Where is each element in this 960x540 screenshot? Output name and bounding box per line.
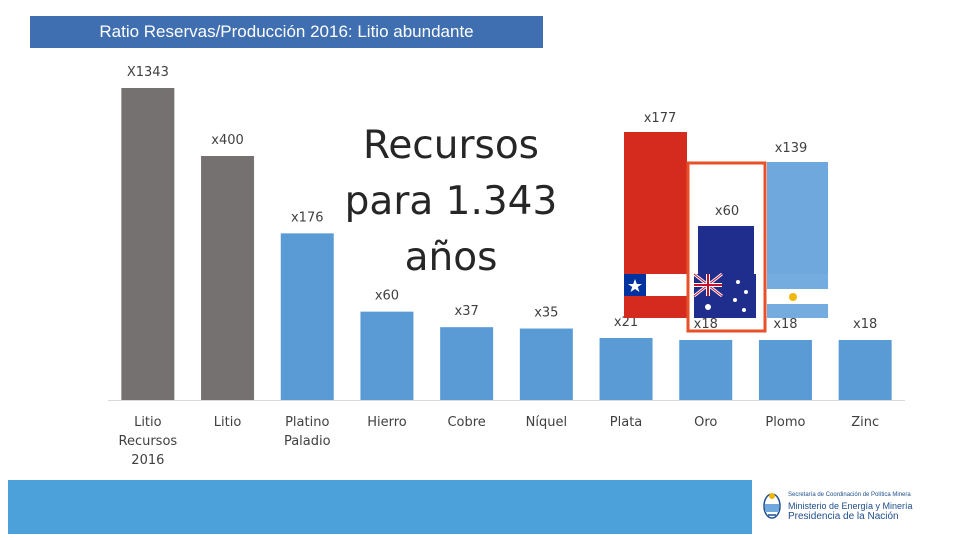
argentina-flag-sun-icon [789,293,797,301]
bar-label-1: x400 [211,133,244,148]
bar-label-5: x35 [534,306,558,321]
australia-flag-cross-h-red [694,284,722,286]
bar-7 [679,340,733,400]
footer-bar: Secretaría de Coordinación de Política M… [8,480,958,534]
category-label-9-0: Zinc [851,415,879,430]
footer-presidency: Presidencia de la Nación [788,511,899,522]
bar-label-6: x21 [614,315,638,330]
australia-highlight-box [686,161,767,333]
bar-label-7: x18 [694,317,718,332]
bar-8 [758,340,812,400]
bar-6 [599,337,653,400]
argentina-flag-top [767,274,828,289]
country-label-australia: x60 [715,204,739,219]
category-label-0-2: 2016 [131,453,164,468]
argentina-seal-icon [763,493,781,519]
bar-label-4: x37 [455,304,479,319]
bar-label-9: x18 [853,317,877,332]
australia-flag-star-icon-1 [736,280,740,284]
bar-chart: X1343 Litio Recursos 2016 x400 Litio x176 Plati… [108,65,905,468]
category-label-2-0: Platino [285,415,329,430]
argentina-flag-bottom [767,304,828,318]
ministry-logo-panel: Secretaría de Coordinación de Política M… [752,480,958,534]
chart-title: Ratio Reservas/Producción 2016: Litio ab… [30,16,543,48]
bar-label-8: x18 [773,317,797,332]
bar-label-0: X1343 [127,65,169,80]
bar-1 [201,156,255,400]
bar-2 [280,233,334,400]
category-label-8-0: Plomo [765,415,805,430]
australia-flag-star-icon-2 [744,290,748,294]
argentina-flag-middle [767,289,828,304]
country-label-chile: x177 [644,111,677,126]
bar-label-2: x176 [291,210,324,225]
australia-flag-star-icon-4 [742,308,746,312]
country-label-argentina: x139 [775,141,808,156]
footer-ministry: Ministerio de Energía y Minería [788,501,913,511]
category-label-4-0: Cobre [447,415,485,430]
bar-4 [440,327,494,400]
australia-flag-star-icon-3 [733,298,737,302]
bar-3 [360,311,414,400]
bar-0 [121,88,175,400]
category-label-1-0: Litio [214,415,242,430]
bar-9 [838,340,892,400]
callout-line-3: años [404,235,498,280]
bar-label-3: x60 [375,289,399,304]
footer-secretariat: Secretaría de Coordinación de Política M… [788,492,911,498]
category-label-2-1: Paladio [284,434,331,449]
bar-5 [519,328,573,400]
callout-text: Recursos para 1.343 años [322,118,580,286]
callout-line-1: Recursos [362,123,540,168]
category-label-6-0: Plata [610,415,642,430]
category-label-0-0: Litio [134,415,162,430]
category-label-5-0: Níquel [526,415,567,430]
chile-flag-star-icon [628,279,642,292]
category-label-7-0: Oro [694,415,717,430]
chile-flag-red [624,296,687,318]
australia-flag-star-icon-0 [705,304,711,310]
category-label-0-1: Recursos [119,434,178,449]
callout-line-2: para 1.343 [344,179,558,224]
category-label-3-0: Hierro [367,415,407,430]
